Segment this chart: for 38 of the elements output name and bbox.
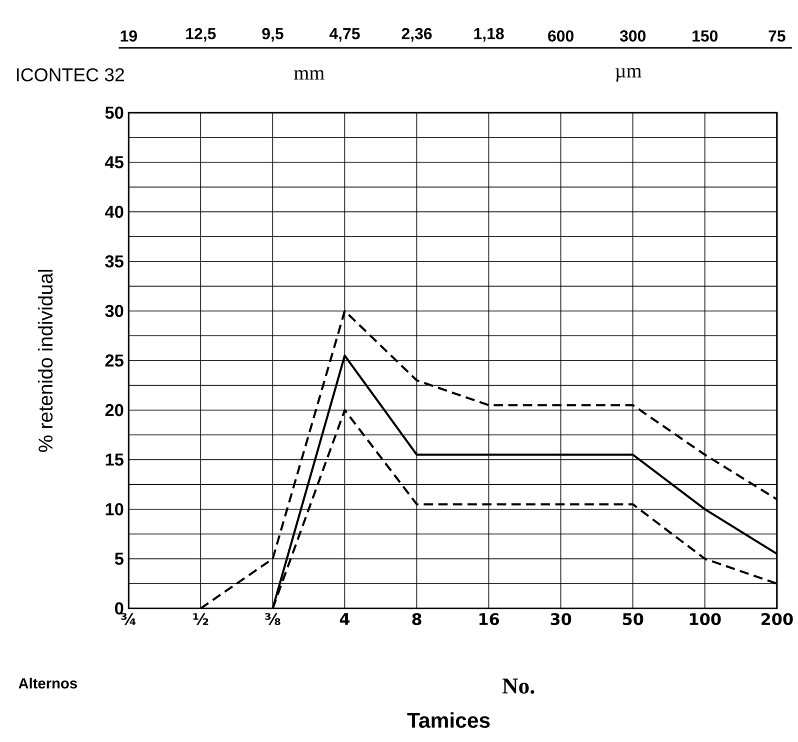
text: 4,75 bbox=[329, 28, 360, 42]
x-tick-label: 16 bbox=[479, 613, 500, 626]
y-tick-label: 25 bbox=[105, 354, 124, 367]
y-axis-title: % retenido individual bbox=[38, 270, 53, 452]
y-tick-label: 45 bbox=[105, 156, 124, 168]
y-tick-label: 35 bbox=[105, 255, 124, 268]
x-axis-title: Tamices bbox=[407, 712, 490, 728]
text: mm bbox=[294, 70, 324, 80]
y-tick-label: 15 bbox=[106, 454, 124, 466]
text: 2,36 bbox=[402, 28, 432, 42]
text: 1,18 bbox=[474, 28, 504, 42]
x-tick-label: 50 bbox=[622, 613, 644, 626]
text: 12,5 bbox=[186, 28, 216, 42]
text: 9,5 bbox=[262, 28, 284, 42]
y-tick-label: 10 bbox=[106, 503, 124, 516]
x-tick-label: ½ bbox=[193, 613, 208, 626]
text: 600 bbox=[548, 30, 574, 42]
x-tick-label: 200 bbox=[762, 613, 793, 626]
text: 75 bbox=[768, 30, 786, 42]
text: 300 bbox=[620, 30, 646, 42]
x-tick-label: ⅜ bbox=[265, 613, 280, 626]
y-tick-label: 40 bbox=[105, 206, 124, 218]
text: µm bbox=[615, 68, 642, 82]
y-tick-label: 5 bbox=[114, 552, 124, 565]
text: Alternos bbox=[18, 678, 77, 689]
text: 19 bbox=[120, 30, 137, 42]
x-tick-label: 4 bbox=[340, 613, 350, 625]
text: ICONTEC 32 bbox=[16, 68, 124, 82]
y-tick-label: 20 bbox=[105, 404, 124, 416]
text: 150 bbox=[692, 30, 718, 42]
y-tick-label: 30 bbox=[105, 304, 124, 318]
x-tick-label: 30 bbox=[550, 613, 572, 626]
x-tick-label: 8 bbox=[412, 613, 422, 626]
x-tick-label: 100 bbox=[690, 613, 721, 626]
text: No. bbox=[502, 678, 534, 694]
x-tick-label: ¾ bbox=[121, 613, 136, 626]
y-tick-label: 0 bbox=[115, 602, 124, 614]
y-tick-label: 50 bbox=[105, 106, 124, 119]
